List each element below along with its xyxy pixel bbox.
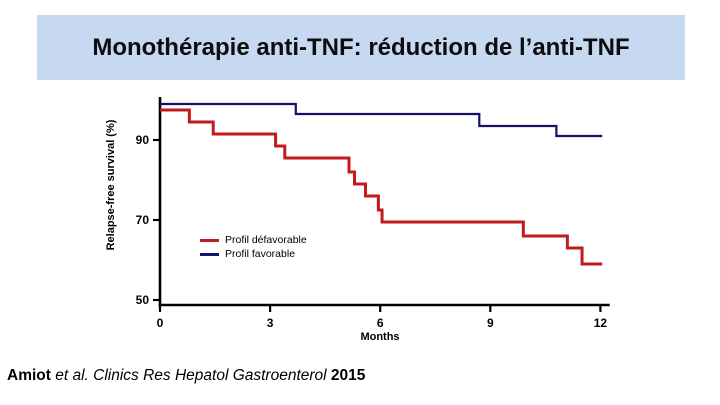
citation: Amiot et al. Clinics Res Hepatol Gastroe… [7, 367, 365, 385]
y-axis-label: Relapse-free survival (%) [105, 119, 117, 251]
svg-text:50: 50 [136, 293, 150, 307]
svg-text:70: 70 [136, 213, 150, 227]
citation-year: 2015 [330, 367, 366, 384]
citation-author: Amiot [7, 367, 51, 384]
svg-text:6: 6 [377, 316, 384, 330]
svg-text:3: 3 [267, 316, 274, 330]
svg-text:90: 90 [136, 133, 150, 147]
legend-item-profil-defavorable: Profil défavorable [200, 233, 307, 247]
svg-text:12: 12 [594, 316, 608, 330]
navy-line-swatch-icon [200, 252, 219, 256]
x-axis-label: Months [360, 331, 400, 343]
svg-text:0: 0 [157, 316, 164, 330]
legend-label-profil-favorable: Profil favorable [225, 248, 296, 260]
chart-legend: Profil défavorable Profil favorable [200, 233, 307, 261]
red-line-swatch-icon [200, 238, 219, 242]
svg-text:9: 9 [487, 316, 494, 330]
legend-label-profil-defavorable: Profil défavorable [225, 234, 307, 246]
legend-item-profil-favorable: Profil favorable [200, 247, 307, 261]
citation-source: et al. Clinics Res Hepatol Gastroenterol [55, 367, 327, 384]
slide-title: Monothérapie anti-TNF: réduction de l’an… [92, 33, 630, 61]
km-survival-chart: 0 3 6 9 12 50 70 90 Relapse-free survival (%) M… [95, 85, 625, 350]
title-banner: Monothérapie anti-TNF: réduction de l’an… [37, 15, 685, 80]
km-plot-svg: 0 3 6 9 12 50 70 90 [136, 97, 610, 330]
